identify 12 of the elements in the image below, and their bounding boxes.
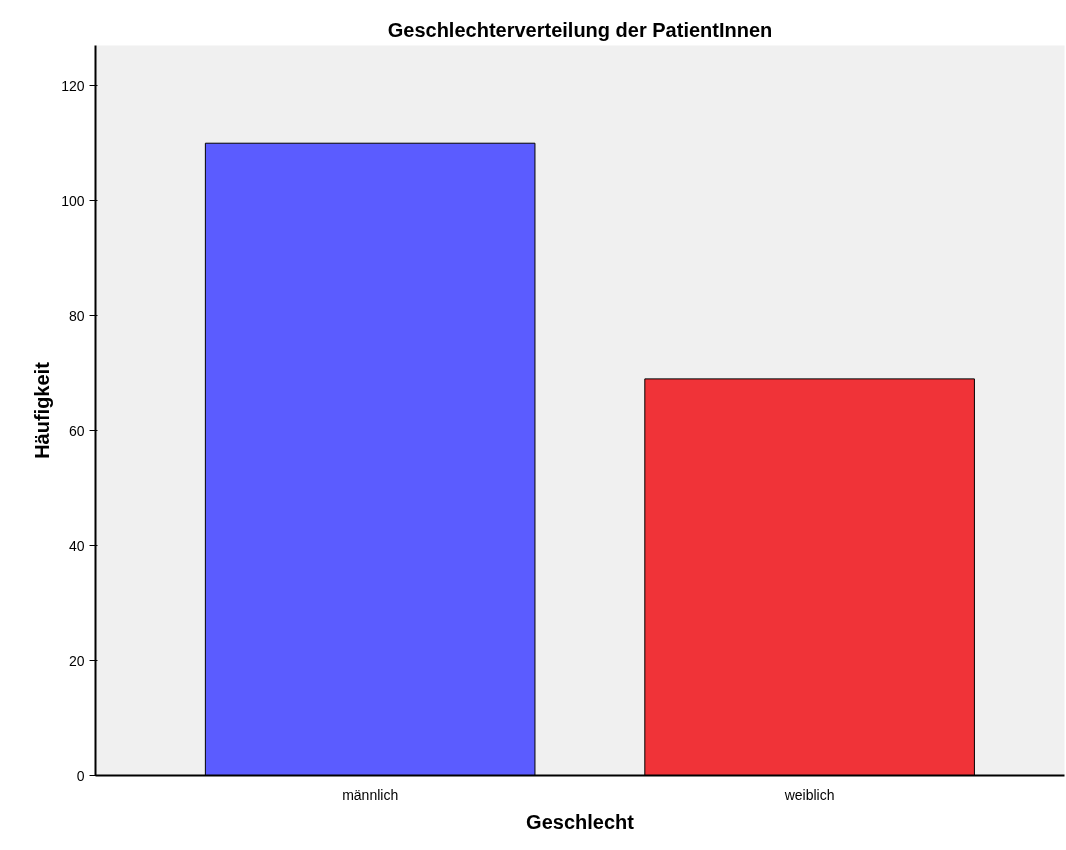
y-tick-label: 100: [61, 192, 85, 209]
x-tick-label: weiblich: [783, 786, 835, 803]
y-tick-label: 0: [76, 767, 85, 784]
y-tick-label: 120: [61, 77, 85, 94]
y-tick-label: 60: [68, 422, 85, 439]
y-tick-label: 20: [68, 652, 85, 669]
y-tick-label: 40: [68, 537, 85, 554]
y-tick-label: 80: [68, 307, 85, 324]
x-axis-title: Geschlecht: [526, 810, 635, 833]
x-tick-label: männlich: [342, 786, 399, 803]
y-axis-title: Häufigkeit: [31, 361, 54, 459]
chart-title: Geschlechterverteilung der PatientInnen: [387, 18, 773, 41]
